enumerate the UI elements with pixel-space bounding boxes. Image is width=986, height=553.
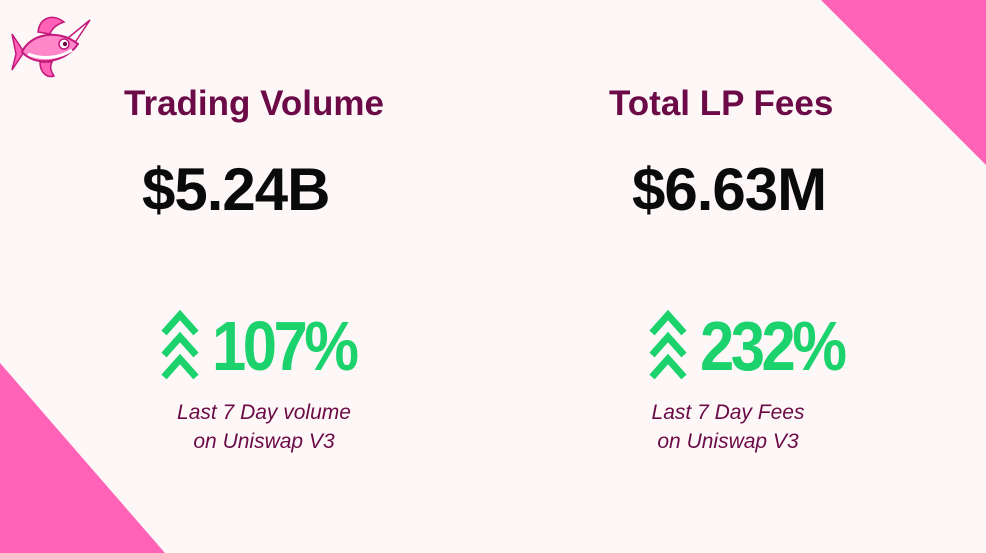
unicorn-fish-icon bbox=[11, 16, 91, 78]
growth-indicator-trading-volume: 107% bbox=[160, 306, 375, 386]
growth-indicator-total-lp-fees: 232% bbox=[648, 306, 863, 386]
stat-heading-trading-volume: Trading Volume bbox=[124, 84, 384, 123]
caption-line: Last 7 Day Fees bbox=[651, 401, 805, 424]
caption-line: on Uniswap V3 bbox=[657, 430, 799, 453]
triple-chevron-up-icon bbox=[161, 309, 199, 380]
caption-line: on Uniswap V3 bbox=[193, 430, 335, 453]
caption-line: Last 7 Day volume bbox=[177, 401, 351, 424]
caption-total-lp-fees: Last 7 Day Fees on Uniswap V3 bbox=[598, 398, 858, 456]
growth-percent: 107% bbox=[212, 307, 359, 385]
growth-percent: 232% bbox=[700, 307, 847, 385]
corner-decoration-bottom-left bbox=[0, 363, 165, 553]
stat-heading-total-lp-fees: Total LP Fees bbox=[609, 84, 834, 123]
stat-value-total-lp-fees: $6.63M bbox=[632, 156, 827, 223]
corner-decoration-top-right bbox=[821, 0, 986, 165]
stat-value-trading-volume: $5.24B bbox=[142, 156, 330, 223]
caption-trading-volume: Last 7 Day volume on Uniswap V3 bbox=[134, 398, 394, 456]
triple-chevron-up-icon bbox=[649, 309, 687, 380]
